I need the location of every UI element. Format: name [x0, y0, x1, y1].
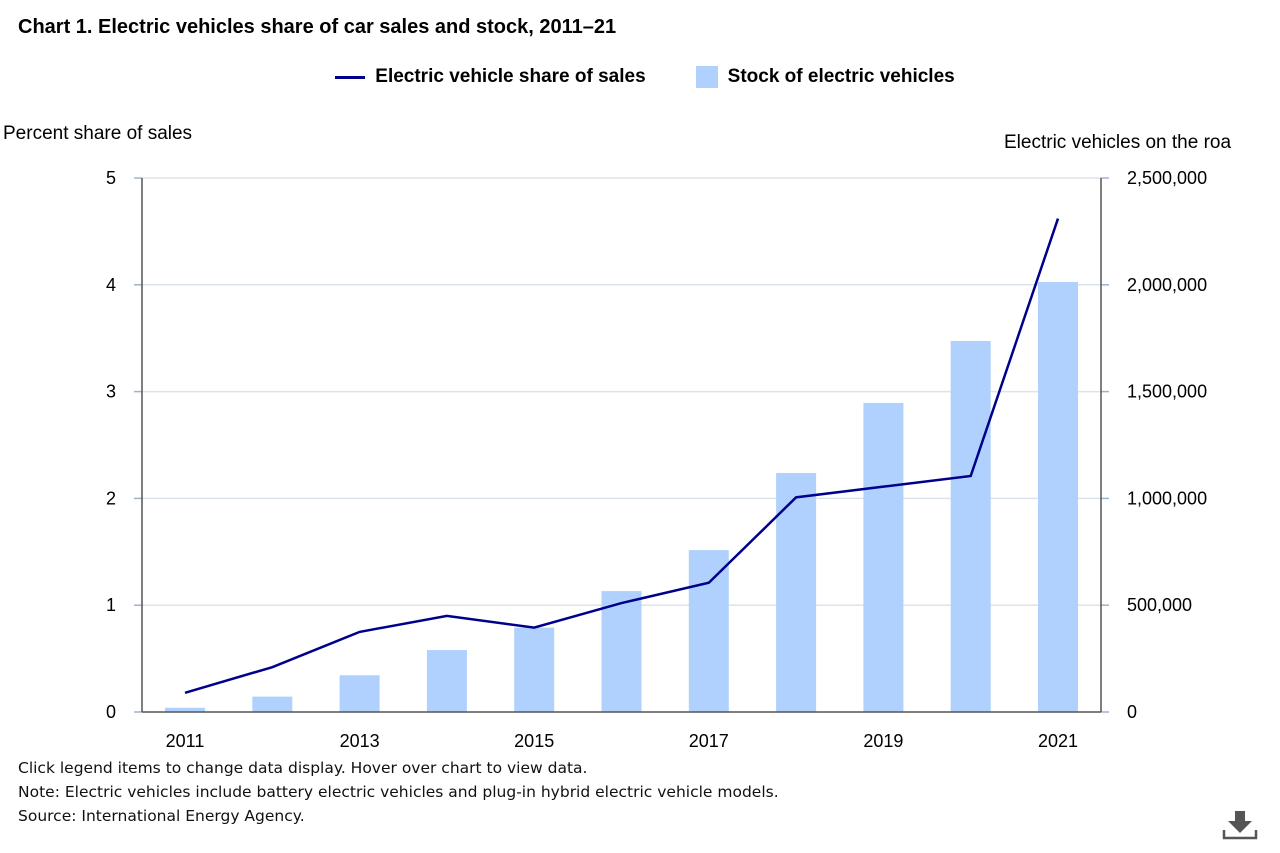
share-of-sales-line — [184, 218, 1060, 694]
x-tick-label: 2021 — [1038, 731, 1078, 751]
left-tick-label: 0 — [106, 702, 116, 722]
left-tick-label: 5 — [106, 168, 116, 188]
legend-item-share-of-sales[interactable]: Electric vehicle share of sales — [335, 66, 646, 88]
left-tick-label: 3 — [106, 382, 116, 402]
bar-2016[interactable] — [601, 591, 642, 712]
right-tick-label: 0 — [1127, 702, 1137, 722]
left-tick-label: 2 — [106, 488, 116, 508]
bar-2017[interactable] — [688, 550, 729, 712]
right-tick-label: 2,500,000 — [1127, 168, 1207, 188]
x-tick-label: 2019 — [863, 731, 903, 751]
legend-line-swatch — [335, 75, 366, 79]
bar-2015[interactable] — [514, 627, 555, 712]
bar-2011[interactable] — [165, 707, 205, 712]
line-point-2011[interactable] — [182, 690, 188, 696]
bar-2018[interactable] — [776, 472, 817, 712]
right-axis-title: Electric vehicles on the roa — [1004, 132, 1232, 153]
bar-2019[interactable] — [863, 402, 904, 712]
right-tick-label: 1,500,000 — [1127, 382, 1207, 402]
legend-label: Stock of electric vehicles — [727, 66, 955, 87]
bar-2012[interactable] — [252, 696, 293, 712]
line-point-2018[interactable] — [793, 494, 799, 500]
bar-2020[interactable] — [950, 340, 991, 712]
hint-text: Click legend items to change data displa… — [18, 759, 588, 777]
line-point-2019[interactable] — [880, 484, 886, 490]
bar-2021[interactable] — [1038, 282, 1078, 712]
source-text: Source: International Energy Agency. — [18, 807, 305, 825]
left-axis-title: Percent share of sales — [3, 123, 193, 144]
line-point-2015[interactable] — [531, 625, 537, 631]
line-point-2020[interactable] — [968, 473, 974, 479]
line-point-2013[interactable] — [357, 629, 363, 635]
left-tick-label: 1 — [106, 595, 116, 615]
legend-item-stock[interactable]: Stock of electric vehicles — [695, 66, 955, 88]
line-point-2016[interactable] — [619, 600, 625, 606]
right-tick-label: 500,000 — [1127, 595, 1192, 615]
line-point-2012[interactable] — [269, 664, 275, 670]
x-tick-label: 2017 — [689, 731, 729, 751]
right-tick-label: 2,000,000 — [1127, 275, 1207, 295]
bar-2014[interactable] — [426, 650, 467, 712]
x-tick-label: 2015 — [514, 731, 554, 751]
right-tick-label: 1,000,000 — [1127, 488, 1207, 508]
bar-2013[interactable] — [339, 675, 380, 712]
legend-bar-swatch — [695, 66, 718, 88]
notes: Click legend items to change data displa… — [18, 756, 779, 828]
line-point-2014[interactable] — [444, 613, 450, 619]
legend-label: Electric vehicle share of sales — [375, 66, 646, 87]
note-text: Note: Electric vehicles include battery … — [18, 783, 779, 801]
line-point-2017[interactable] — [706, 580, 712, 586]
chart-title: Chart 1. Electric vehicles share of car … — [18, 16, 617, 38]
line-point-2021[interactable] — [1055, 216, 1061, 222]
x-tick-label: 2011 — [166, 731, 205, 751]
left-tick-label: 4 — [106, 275, 116, 295]
legend: Electric vehicle share of sales Stock of… — [0, 66, 1280, 88]
x-tick-label: 2013 — [340, 731, 380, 751]
download-icon[interactable] — [1222, 810, 1258, 840]
